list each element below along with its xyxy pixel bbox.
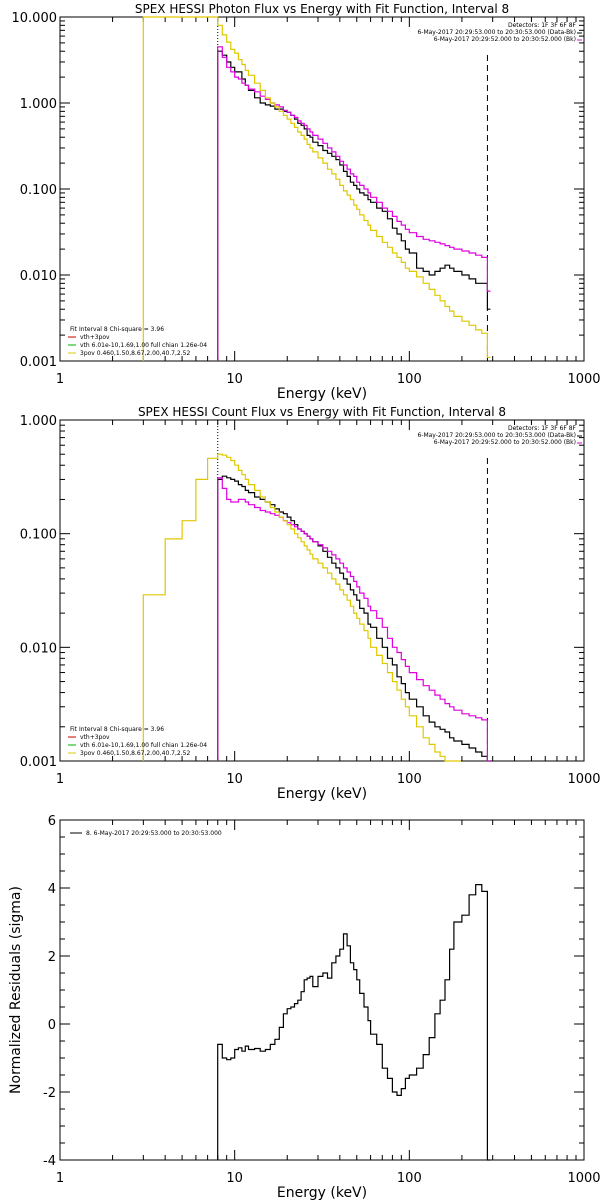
y-tick-label: 1.000 (20, 414, 57, 429)
series-black-line (217, 50, 491, 361)
y-tick-label: 0.001 (20, 755, 57, 770)
y-tick-label: 0.010 (20, 269, 57, 284)
x-tick-label: 10 (226, 1171, 243, 1186)
legend-entry: vth+3pov (80, 334, 110, 341)
y-tick-label: 0 (48, 1018, 56, 1033)
series-yellow-line (142, 16, 491, 361)
header-text-line: 6-May-2017 20:29:53.000 to 20:30:53.000 … (417, 29, 576, 36)
y-tick-label: 0.100 (20, 183, 57, 198)
legend-entry: Fit Interval 8 Chi-square = 3.96 (70, 326, 164, 333)
legend-entry: 8. 6-May-2017 20:29:53.000 to 20:30:53.0… (86, 830, 222, 837)
x-tick-label: 1000 (567, 1171, 600, 1186)
legend-entry: vth 6.01e-10,1.69,1.00 full chian 1.26e-… (80, 742, 207, 749)
header-text-line: Detectors: 1F 3F 6F 8F (508, 22, 577, 29)
y-tick-label: 0.010 (20, 641, 57, 656)
x-tick-label: 100 (397, 772, 422, 787)
x-tick-label: 10 (226, 372, 243, 387)
header-text-line: 6-May-2017 20:29:52.000 to 20:30:52.000 … (434, 439, 576, 446)
chart-title: SPEX HESSI Photon Flux vs Energy with Fi… (135, 2, 509, 16)
legend-entry: vth+3pov (80, 734, 110, 741)
plot-2: SPEX HESSI Count Flux vs Energy with Fit… (20, 405, 600, 802)
chart-title: SPEX HESSI Count Flux vs Energy with Fit… (138, 405, 506, 419)
series-black-line (217, 475, 491, 762)
plot-1: SPEX HESSI Photon Flux vs Energy with Fi… (12, 2, 600, 402)
series-yellow-line (142, 453, 461, 762)
x-tick-label: 100 (397, 1171, 422, 1186)
x-axis-label: Energy (keV) (277, 1185, 367, 1200)
y-tick-label: 2 (48, 950, 56, 965)
x-tick-label: 1 (56, 772, 64, 787)
x-tick-label: 1 (56, 372, 64, 387)
y-tick-label: -2 (43, 1086, 56, 1101)
x-tick-label: 1000 (567, 772, 600, 787)
series-black-line (217, 884, 491, 1161)
series-magenta-line (217, 46, 491, 361)
y-tick-label: 4 (48, 882, 56, 897)
header-text-line: Detectors: 1F 3F 6F 8F (508, 425, 577, 432)
legend-entry: vth 6.01e-10,1.69,1.00 full chian 1.26e-… (80, 342, 207, 349)
plot-frame (59, 16, 585, 362)
y-tick-label: 1.000 (20, 97, 57, 112)
x-tick-label: 1000 (567, 372, 600, 387)
plot-frame (59, 419, 585, 762)
plot-frame (59, 819, 585, 1161)
y-tick-label: -4 (43, 1154, 56, 1169)
y-tick-label: 6 (48, 814, 56, 829)
legend-entry: Fit Interval 8 Chi-square = 3.96 (70, 726, 164, 733)
y-tick-label: 10.000 (12, 11, 58, 26)
y-tick-label: 0.001 (20, 355, 57, 370)
x-axis-label: Energy (keV) (277, 786, 367, 802)
header-text-line: 6-May-2017 20:29:53.000 to 20:30:53.000 … (417, 432, 576, 439)
x-tick-label: 100 (397, 372, 422, 387)
plot-3: 1 10 100 1000 Energy (keV) -4 -2 0 2 4 6 Normalized… (8, 814, 600, 1200)
y-tick-label: 0.100 (20, 528, 57, 543)
x-tick-label: 1 (56, 1171, 64, 1186)
legend-entry: 3pov 0.460,1.50,8.67,2.00,40.7,2.52 (80, 350, 190, 357)
header-text-line: 6-May-2017 20:29:52.000 to 20:30:52.000 … (434, 36, 576, 43)
x-tick-label: 10 (226, 772, 243, 787)
series-magenta-line (217, 477, 491, 762)
x-axis-label: Energy (keV) (277, 386, 367, 402)
legend-entry: 3pov 0.460,1.50,8.67,2.00,40.7,2.52 (80, 750, 190, 757)
y-axis-label: Normalized Residuals (sigma) (8, 886, 24, 1094)
